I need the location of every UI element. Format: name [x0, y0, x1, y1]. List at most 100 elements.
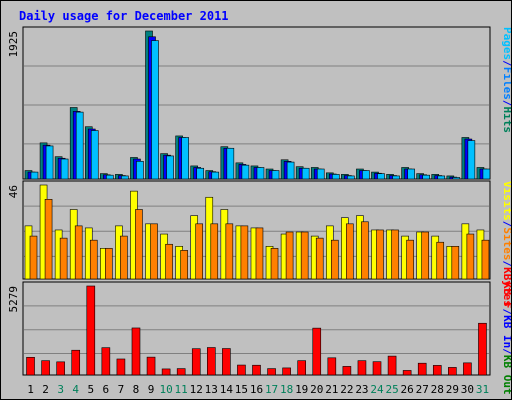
bar-pages [121, 175, 129, 180]
bar-kb-f [297, 360, 306, 376]
bar-pages [286, 161, 295, 180]
x-tick-label: 31 [476, 383, 489, 396]
legend-2: Visits/Sites/KBytes [501, 181, 511, 307]
chart-title: Daily usage for December 2011 [19, 9, 229, 23]
x-tick-label: 13 [205, 383, 218, 396]
legend-entry: / [501, 100, 511, 107]
legend-entry: Pages [501, 27, 511, 60]
bar-sites [195, 223, 204, 280]
bar-pages [301, 167, 310, 180]
bar-sites [225, 223, 234, 280]
bar-kb-f [372, 361, 382, 376]
x-tick-label: 25 [385, 383, 398, 396]
x-tick-label: 16 [250, 383, 263, 396]
bar-kb-f [237, 364, 246, 376]
bar-sites [29, 235, 38, 280]
x-tick-label: 14 [220, 383, 234, 396]
bar-sites [315, 237, 324, 280]
ymax-label-3: 5279 [7, 286, 20, 313]
x-tick-label: 8 [133, 383, 140, 396]
bar-pages [136, 161, 144, 180]
bar-sites [165, 243, 173, 280]
x-tick-label: 1 [27, 383, 34, 396]
bar-kb-f [448, 367, 457, 376]
bar-sites [240, 225, 249, 280]
x-tick-label: 21 [325, 383, 338, 396]
x-tick-label: 20 [310, 383, 323, 396]
bar-kb-f [207, 347, 216, 376]
bar-sites [481, 239, 490, 280]
legend-entry: / [501, 261, 511, 268]
x-tick-label: 11 [175, 383, 188, 396]
x-tick-label: 3 [57, 383, 64, 396]
bar-kb-f [56, 361, 65, 376]
bar-kb-f [41, 360, 50, 376]
bar-kb-f [101, 347, 111, 376]
bar-kb-f [252, 364, 261, 376]
ymax-label-1: 1925 [7, 31, 20, 58]
bar-kb-f [86, 285, 96, 376]
bar-sites [466, 233, 475, 280]
legend-entry: / [501, 348, 511, 355]
bar-kb-f [71, 349, 81, 376]
bar-pages [482, 168, 491, 180]
legend-entry: / [501, 60, 511, 67]
x-tick-label: 18 [280, 383, 293, 396]
bar-kb-f [417, 362, 427, 376]
bar-pages [226, 147, 235, 180]
bar-kb-f [161, 368, 171, 376]
bar-sites [406, 239, 414, 280]
legend-entry: Files [501, 67, 511, 100]
legend-entry: Sites [501, 227, 511, 260]
bar-pages [181, 137, 189, 180]
bar-kb-f [387, 355, 397, 376]
legend-entry: KB Out [501, 355, 511, 395]
legend-entry: KB F [501, 282, 511, 309]
x-tick-label: 5 [87, 383, 94, 396]
bar-sites [150, 223, 158, 280]
x-tick-label: 17 [265, 383, 278, 396]
bar-kb-f [402, 370, 412, 376]
bar-sites [300, 231, 309, 280]
bar-sites [270, 248, 279, 280]
x-tick-label: 9 [148, 383, 155, 396]
legend-entry: Visits [501, 181, 511, 221]
bar-pages [271, 170, 280, 180]
bar-sites [346, 223, 354, 280]
bar-pages [166, 155, 174, 180]
x-tick-label: 6 [103, 383, 110, 396]
bar-pages [422, 174, 430, 180]
bar-pages [407, 168, 415, 180]
legend-entry: / [501, 221, 511, 228]
bar-sites [120, 235, 128, 280]
bar-sites [255, 227, 264, 280]
bar-sites [330, 239, 339, 280]
bar-pages [45, 145, 54, 180]
ymax-label-2: 46 [7, 185, 20, 198]
x-tick-label: 15 [235, 383, 248, 396]
x-tick-label: 24 [370, 383, 384, 396]
bar-sites [391, 229, 399, 280]
x-tick-label: 26 [401, 383, 414, 396]
x-tick-label: 19 [295, 383, 308, 396]
bar-kb-f [191, 348, 201, 376]
bar-pages [241, 164, 250, 180]
x-tick-label: 10 [159, 383, 172, 396]
bar-sites [135, 209, 143, 280]
bar-pages [75, 111, 84, 180]
bar-kb-f [312, 327, 322, 376]
bar-sites [436, 241, 445, 280]
x-tick-label: 23 [355, 383, 368, 396]
x-tick-label: 12 [190, 383, 203, 396]
bar-pages [30, 171, 39, 180]
bar-kb-f [116, 358, 126, 376]
bar-kb-f [463, 362, 472, 376]
legend-entry: KB In [501, 315, 511, 348]
x-tick-label: 2 [42, 383, 49, 396]
bar-sites [285, 231, 294, 280]
x-tick-label: 28 [431, 383, 444, 396]
bar-pages [256, 167, 265, 180]
legend-1: Pages/Files/Hits [501, 27, 511, 133]
